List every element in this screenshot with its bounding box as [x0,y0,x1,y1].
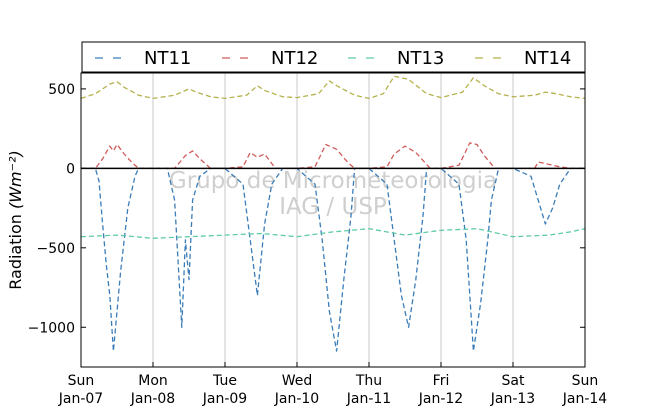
y-tick-label: −1000 [28,320,75,336]
x-tick-label-date: Jan-07 [58,391,103,407]
watermark-line2: IAG / USP [279,194,387,220]
watermark-line1: Grupo de Micrometeorologia [169,168,497,194]
x-tick-label-date: Jan-09 [202,391,247,407]
series-line-nt14 [80,75,586,100]
series-line-nt13 [80,228,586,239]
y-axis-label-unit: (Wm⁻²) [6,150,25,209]
x-tick-label-day: Sun [572,373,599,389]
y-axis-label: Radiation (Wm⁻²) [6,150,25,289]
x-tick-label-day: Wed [282,373,313,389]
x-tick-label-day: Mon [138,373,168,389]
y-tick-label: −500 [37,241,75,257]
y-axis-label-text: Radiation (Wm⁻²) [6,150,25,289]
y-axis-label-name: Radiation [6,209,25,290]
x-tick-label-day: Sat [502,373,525,389]
y-tick-label: 500 [48,82,75,98]
x-tick-label-day: Thu [355,373,382,389]
watermark: Grupo de Micrometeorologia IAG / USP [169,168,497,220]
legend-label-nt11: NT11 [144,48,191,69]
y-axis-label-group: Radiation (Wm⁻²) [6,150,25,289]
x-tick-label-day: Tue [212,373,237,389]
axes: 500 0 −500 −1000 Sun Jan-07 Mon Jan-08 Tue Jan-09… [28,82,608,407]
x-tick-label-date: Jan-14 [562,391,608,407]
x-tick-label-day: Sun [68,373,95,389]
legend-label-nt12: NT12 [271,48,318,69]
x-tick-label-date: Jan-10 [274,391,319,407]
plot-frame [80,72,586,368]
x-tick-label-date: Jan-08 [130,391,175,407]
x-tick-label-date: Jan-13 [490,391,535,407]
series-line-nt12 [81,142,585,170]
x-tick-label-date: Jan-11 [346,391,391,407]
x-tick-label-date: Jan-12 [418,391,463,407]
legend: NT11 NT12 NT13 NT14 [81,41,586,73]
x-tick-label-day: Fri [433,373,450,389]
legend-label-nt14: NT14 [524,48,571,69]
vertical-grid [152,73,514,367]
y-tick-label: 0 [66,161,75,177]
legend-label-nt13: NT13 [397,48,444,69]
legend-box [81,41,586,73]
